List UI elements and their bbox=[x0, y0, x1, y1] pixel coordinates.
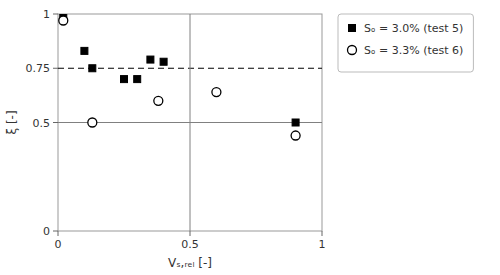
y-tick-label: 1 bbox=[43, 8, 50, 21]
x-axis-label: Vₛ,ᵣₑₗ [-] bbox=[168, 256, 212, 270]
y-tick bbox=[53, 231, 58, 232]
plot-area bbox=[58, 14, 322, 231]
legend-label: Sₒ = 3.3% (test 6) bbox=[364, 44, 463, 57]
point bbox=[81, 47, 88, 54]
series bbox=[60, 14, 299, 126]
x-tick-label: 1 bbox=[319, 238, 326, 251]
x-tick bbox=[190, 231, 191, 236]
legend-swatch bbox=[349, 25, 356, 32]
y-tick-label: 0.5 bbox=[33, 117, 51, 130]
x-tick bbox=[58, 231, 59, 236]
y-tick-label: 0.75 bbox=[26, 62, 51, 75]
legend-frame bbox=[338, 14, 473, 72]
x-tick bbox=[322, 231, 323, 236]
legend-swatch bbox=[348, 46, 357, 55]
point bbox=[154, 96, 163, 105]
point bbox=[291, 131, 300, 140]
y-tick bbox=[53, 14, 58, 15]
point bbox=[134, 76, 141, 83]
x-tick-label: 0 bbox=[55, 238, 62, 251]
point bbox=[88, 118, 97, 127]
point bbox=[160, 58, 167, 65]
series bbox=[59, 16, 300, 140]
point bbox=[212, 88, 221, 97]
y-axis-label: ξ [-] bbox=[5, 110, 19, 134]
y-tick bbox=[53, 122, 58, 123]
legend: Sₒ = 3.0% (test 5) Sₒ = 3.3% (test 6) bbox=[338, 14, 473, 72]
x-tick-label: 0.5 bbox=[181, 238, 199, 251]
point bbox=[59, 16, 68, 25]
point bbox=[121, 76, 128, 83]
plot-frame bbox=[58, 14, 322, 231]
point bbox=[89, 65, 96, 72]
point bbox=[147, 56, 154, 63]
y-tick bbox=[53, 68, 58, 69]
legend-label: Sₒ = 3.0% (test 5) bbox=[364, 22, 463, 35]
chart: 0 0.5 1 0 0.5 0.75 1 Vₛ,ᵣₑₗ [-] ξ [-] Sₒ = 3.0% (… bbox=[0, 0, 500, 275]
y-tick-label: 0 bbox=[43, 225, 50, 238]
reference-line bbox=[190, 14, 191, 231]
point bbox=[292, 119, 299, 126]
